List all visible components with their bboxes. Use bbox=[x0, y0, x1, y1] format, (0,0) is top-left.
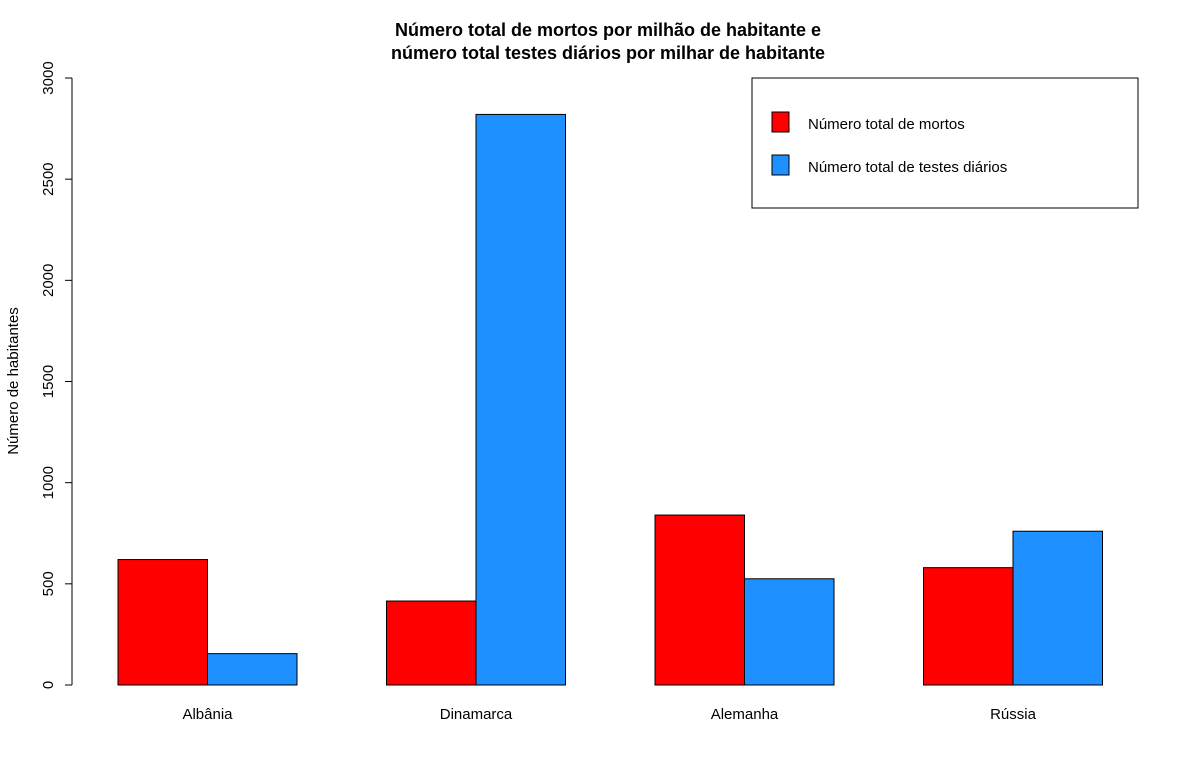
bar-mortos-2 bbox=[654, 514, 745, 686]
x-axis-labels: Albânia Dinamarca Alemanha Rússia bbox=[182, 706, 1036, 723]
x-tick-label: Albânia bbox=[182, 706, 233, 723]
y-tick-label: 3000 bbox=[40, 61, 57, 94]
x-tick-label: Dinamarca bbox=[440, 706, 513, 723]
y-axis-label: Número de habitantes bbox=[5, 307, 22, 455]
y-tick-label: 2000 bbox=[40, 264, 57, 297]
chart-title-line2: número total testes diários por milhar d… bbox=[391, 43, 825, 63]
bar-testes-2 bbox=[744, 578, 835, 686]
bar-mortos-1 bbox=[386, 600, 477, 686]
legend-label-testes: Número total de testes diários bbox=[808, 159, 1007, 176]
bar-mortos-0 bbox=[117, 559, 208, 686]
legend-label-mortos: Número total de mortos bbox=[808, 116, 965, 133]
legend-box bbox=[751, 77, 1139, 209]
x-tick-label: Rússia bbox=[990, 706, 1037, 723]
bar-mortos-3 bbox=[923, 567, 1014, 686]
y-tick-label: 0 bbox=[40, 681, 57, 689]
y-tick-label: 1500 bbox=[40, 365, 57, 398]
x-tick-label: Alemanha bbox=[711, 706, 779, 723]
y-tick-label: 2500 bbox=[40, 162, 57, 195]
bar-testes-0 bbox=[207, 653, 298, 686]
legend-swatch-testes bbox=[771, 154, 790, 176]
y-axis: 0 500 1000 1500 2000 2500 3000 bbox=[40, 61, 73, 689]
bar-testes-3 bbox=[1012, 530, 1103, 686]
legend-swatch-mortos bbox=[771, 111, 790, 133]
y-tick-label: 500 bbox=[40, 571, 57, 596]
legend: Número total de mortos Número total de t… bbox=[751, 77, 1139, 209]
bars-group bbox=[117, 113, 1103, 686]
y-tick-label: 1000 bbox=[40, 466, 57, 499]
chart-title-line1: Número total de mortos por milhão de hab… bbox=[395, 20, 821, 40]
bar-testes-1 bbox=[475, 113, 566, 686]
